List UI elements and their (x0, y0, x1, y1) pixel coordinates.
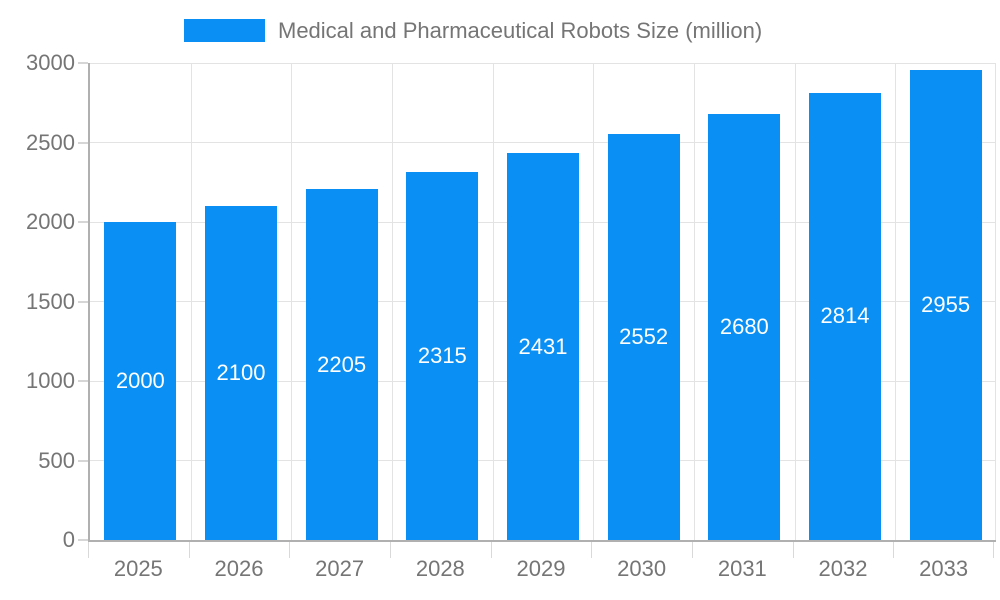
bar-2026: 2100 (205, 206, 277, 540)
x-axis-tick-mark (289, 542, 291, 558)
x-axis-tick-mark (993, 542, 994, 558)
legend: Medical and Pharmaceutical Robots Size (… (184, 19, 762, 42)
bar-2028: 2315 (406, 171, 479, 540)
x-axis-tick-mark (88, 542, 89, 558)
bar-2031: 2680 (708, 113, 781, 540)
x-axis-tick-mark (792, 542, 794, 558)
vertical-gridline (694, 63, 695, 540)
bar-2033: 2955 (909, 70, 982, 540)
x-axis-tick-mark (390, 542, 391, 558)
x-axis-tick-mark (188, 542, 190, 558)
x-axis-tick-mark (591, 542, 593, 558)
y-axis-tick-label: 2500 (26, 129, 75, 155)
y-axis-tick-mark (78, 141, 88, 144)
x-axis-tick-mark (893, 542, 895, 558)
y-axis-tick-mark (78, 62, 88, 64)
y-axis-tick-mark (78, 380, 88, 382)
y-axis-tick-label: 0 (62, 527, 75, 552)
bar-2029: 2431 (507, 153, 579, 540)
bar-value-label: 2814 (820, 303, 870, 329)
x-axis-tick-label: 2032 (818, 556, 868, 581)
x-axis-tick-mark (692, 542, 693, 558)
bar-value-label: 2100 (216, 360, 266, 386)
x-axis-tick-mark (490, 542, 492, 558)
y-axis-tick-label: 2000 (26, 209, 75, 234)
legend-swatch (184, 19, 265, 42)
x-axis-tick-label: 2025 (113, 556, 163, 581)
vertical-gridline (995, 63, 996, 540)
y-axis-tick-label: 1500 (26, 288, 75, 314)
vertical-gridline (392, 63, 393, 540)
y-axis-tick-mark (78, 300, 88, 303)
bar-value-label: 2680 (719, 313, 769, 339)
y-axis-tick-mark (78, 539, 88, 541)
vertical-gridline (794, 63, 796, 540)
bar-2032: 2814 (809, 92, 881, 540)
vertical-gridline (895, 63, 897, 540)
vertical-gridline (291, 63, 293, 540)
bar-value-label: 2205 (317, 351, 367, 377)
x-axis-tick-label: 2029 (516, 556, 566, 581)
legend-label: Medical and Pharmaceutical Robots Size (… (278, 18, 763, 43)
bar-value-label: 2955 (921, 292, 971, 318)
bar-value-label: 2315 (417, 342, 467, 368)
x-axis-tick-label: 2028 (415, 556, 465, 581)
bar-value-label: 2000 (115, 368, 165, 393)
y-axis-tick-label: 500 (38, 447, 75, 473)
x-axis-tick-label: 2033 (919, 556, 969, 581)
bar-2030: 2552 (607, 134, 680, 540)
x-axis-tick-label: 2030 (617, 556, 667, 581)
vertical-gridline (492, 63, 494, 540)
y-axis-tick-mark (78, 221, 88, 223)
vertical-gridline (190, 63, 192, 540)
x-axis-tick-label: 2031 (717, 556, 767, 581)
bar-2027: 2205 (305, 189, 378, 540)
y-axis-tick-label: 3000 (26, 50, 75, 75)
x-axis-tick-label: 2026 (214, 556, 264, 581)
bar-value-label: 2552 (619, 324, 669, 350)
plot-area: 2000 2100 2205 2315 2431 2552 2680 2814 2955 (88, 62, 996, 542)
y-axis-tick-label: 1000 (26, 368, 75, 393)
bar-2025: 2000 (104, 222, 177, 540)
horizontal-gridline (90, 62, 996, 64)
y-axis-tick-mark (78, 459, 88, 462)
bar-value-label: 2431 (518, 333, 568, 359)
horizontal-gridline (90, 142, 996, 143)
x-axis-tick-label: 2027 (315, 556, 365, 581)
vertical-gridline (593, 63, 595, 540)
